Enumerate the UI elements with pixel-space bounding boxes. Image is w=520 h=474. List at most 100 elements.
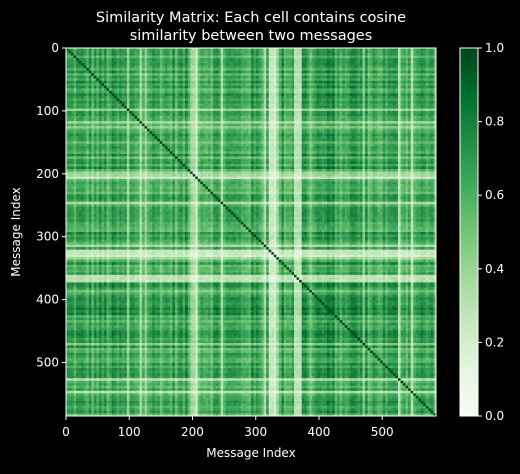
- heatmap-cell: [415, 98, 419, 102]
- heatmap-cell: [261, 85, 264, 89]
- heatmap-cell: [195, 121, 199, 124]
- heatmap-cell: [420, 105, 424, 109]
- heatmap-cell: [354, 121, 358, 124]
- heatmap-cell: [144, 80, 148, 84]
- heatmap-cell: [273, 128, 277, 132]
- heatmap-cell: [230, 131, 234, 134]
- heatmap-cell: [93, 108, 97, 112]
- heatmap-cell: [187, 53, 191, 56]
- heatmap-cell: [392, 98, 396, 102]
- heatmap-cell: [258, 80, 262, 84]
- heatmap-cell: [149, 98, 153, 102]
- heatmap-cell: [139, 53, 143, 56]
- heatmap-cell: [159, 88, 163, 92]
- heatmap-cell: [410, 68, 414, 71]
- heatmap-cell: [387, 121, 391, 124]
- heatmap-cell: [382, 128, 386, 132]
- heatmap-cell: [205, 78, 209, 82]
- heatmap-cell: [228, 63, 232, 66]
- heatmap-cell: [142, 116, 145, 119]
- heatmap-cell: [251, 50, 254, 54]
- heatmap-cell: [238, 48, 242, 51]
- heatmap-cell: [304, 78, 308, 82]
- heatmap-cell: [316, 128, 320, 132]
- heatmap-cell: [289, 111, 292, 114]
- heatmap-cell: [136, 50, 140, 54]
- heatmap-cell: [334, 121, 338, 124]
- heatmap-cell: [91, 73, 95, 77]
- heatmap-cell: [202, 118, 206, 122]
- heatmap-cell: [68, 55, 72, 59]
- heatmap-cell: [177, 123, 181, 127]
- heatmap-cell: [380, 85, 384, 89]
- heatmap-cell: [337, 68, 340, 71]
- heatmap-cell: [187, 118, 191, 122]
- heatmap-cell: [83, 113, 87, 117]
- heatmap-cell: [296, 95, 300, 99]
- heatmap-cell: [342, 113, 346, 117]
- heatmap-cell: [311, 90, 315, 94]
- heatmap-cell: [296, 113, 300, 117]
- heatmap-cell: [210, 108, 214, 112]
- heatmap-cell: [66, 133, 69, 137]
- heatmap-cell: [126, 68, 130, 71]
- heatmap-cell: [109, 68, 112, 71]
- heatmap-cell: [177, 95, 181, 99]
- heatmap-cell: [352, 58, 356, 61]
- heatmap-cell: [78, 105, 82, 109]
- heatmap-cell: [258, 60, 262, 64]
- heatmap-cell: [304, 80, 308, 84]
- heatmap-cell: [283, 93, 287, 97]
- heatmap-cell: [215, 113, 219, 117]
- heatmap-cell: [324, 63, 328, 66]
- heatmap-cell: [248, 50, 252, 54]
- heatmap-cell: [177, 131, 181, 134]
- heatmap-cell: [101, 58, 105, 61]
- heatmap-cell: [93, 103, 97, 107]
- heatmap-cell: [164, 105, 168, 109]
- heatmap-cell: [283, 48, 287, 51]
- heatmap-cell: [215, 63, 219, 66]
- heatmap-cell: [73, 100, 77, 104]
- heatmap-cell: [271, 131, 275, 134]
- heatmap-cell: [251, 75, 254, 79]
- heatmap-cell: [410, 123, 414, 127]
- heatmap-cell: [314, 73, 318, 77]
- heatmap-cell: [372, 90, 376, 94]
- heatmap-cell: [88, 70, 92, 74]
- heatmap-cell: [88, 128, 92, 132]
- heatmap-cell: [223, 108, 226, 112]
- heatmap-cell: [243, 58, 247, 61]
- heatmap-cell: [413, 105, 417, 109]
- heatmap-cell: [220, 73, 224, 77]
- heatmap-cell: [370, 126, 373, 129]
- heatmap-cell: [428, 65, 432, 69]
- heatmap-cell: [354, 116, 358, 119]
- heatmap-cell: [311, 63, 315, 66]
- heatmap-cell: [283, 83, 287, 87]
- heatmap-cell: [266, 118, 270, 122]
- heatmap-cell: [185, 93, 188, 97]
- heatmap-cell: [68, 78, 72, 82]
- heatmap-cell: [248, 80, 252, 84]
- heatmap-cell: [114, 126, 117, 129]
- heatmap-cell: [291, 103, 295, 107]
- heatmap-cell: [195, 100, 199, 104]
- heatmap-cell: [372, 95, 376, 99]
- heatmap-cell: [359, 58, 363, 61]
- heatmap-cell: [306, 70, 310, 74]
- heatmap-cell: [98, 121, 102, 124]
- heatmap-cell: [126, 55, 130, 59]
- heatmap-cell: [273, 116, 277, 119]
- heatmap-cell: [187, 121, 191, 124]
- heatmap-cell: [190, 85, 194, 89]
- heatmap-cell: [71, 70, 74, 74]
- heatmap-cell: [98, 128, 102, 132]
- heatmap-cell: [144, 113, 148, 117]
- heatmap-cell: [228, 128, 232, 132]
- heatmap-cell: [66, 93, 69, 97]
- heatmap-cell: [240, 128, 244, 132]
- heatmap-cell: [83, 98, 87, 102]
- heatmap-cell: [271, 126, 275, 129]
- heatmap-cell: [71, 55, 74, 59]
